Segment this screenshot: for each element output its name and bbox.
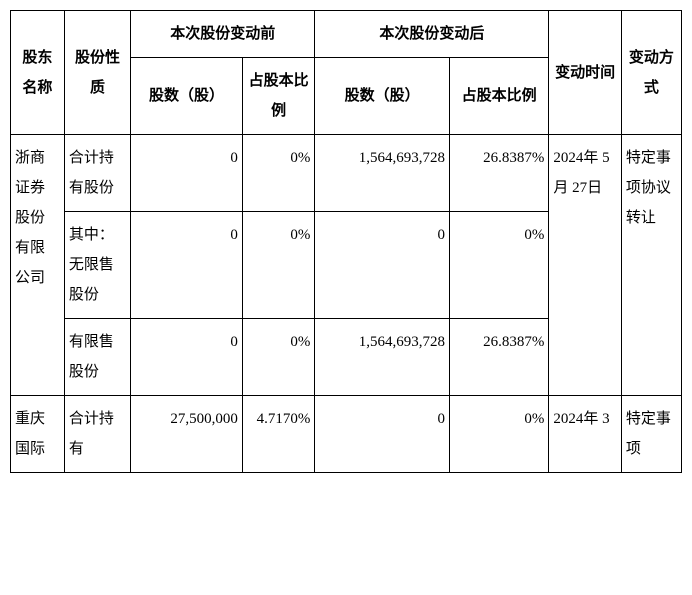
cell-change-time: 2024年 5月 27日: [549, 135, 621, 396]
cell-after-pct: 0%: [449, 212, 548, 319]
cell-before-pct: 0%: [242, 212, 314, 319]
header-time: 变动时间: [549, 11, 621, 135]
header-row-1: 股东名称 股份性质 本次股份变动前 本次股份变动后 变动时间 变动方式: [11, 11, 682, 58]
cell-before-pct: 0%: [242, 135, 314, 212]
cell-after-shares: 0: [315, 396, 450, 473]
header-after-group: 本次股份变动后: [315, 11, 549, 58]
cell-change-method: 特定事项: [621, 396, 681, 473]
header-method: 变动方式: [621, 11, 681, 135]
header-type: 股份性质: [64, 11, 130, 135]
cell-shareholder-name: 重庆国际: [11, 396, 65, 473]
header-name: 股东名称: [11, 11, 65, 135]
cell-change-method: 特定事项协议转让: [621, 135, 681, 396]
header-before-group: 本次股份变动前: [131, 11, 315, 58]
cell-share-type: 合计持有: [64, 396, 130, 473]
cell-before-shares: 0: [131, 319, 243, 396]
cell-after-shares: 0: [315, 212, 450, 319]
cell-after-shares: 1,564,693,728: [315, 135, 450, 212]
cell-after-pct: 0%: [449, 396, 548, 473]
cell-share-type: 其中：无限售股份: [64, 212, 130, 319]
header-after-pct: 占股本比例: [449, 58, 548, 135]
cell-before-shares: 27,500,000: [131, 396, 243, 473]
table-row: 重庆国际 合计持有 27,500,000 4.7170% 0 0% 2024年 …: [11, 396, 682, 473]
cell-after-shares: 1,564,693,728: [315, 319, 450, 396]
cell-share-type: 有限售股份: [64, 319, 130, 396]
cell-before-shares: 0: [131, 212, 243, 319]
cell-change-time: 2024年 3: [549, 396, 621, 473]
header-before-shares: 股数（股）: [131, 58, 243, 135]
cell-before-shares: 0: [131, 135, 243, 212]
cell-before-pct: 0%: [242, 319, 314, 396]
cell-shareholder-name: 浙商证券股份有限公司: [11, 135, 65, 396]
cell-after-pct: 26.8387%: [449, 319, 548, 396]
table-row: 浙商证券股份有限公司 合计持有股份 0 0% 1,564,693,728 26.…: [11, 135, 682, 212]
cell-after-pct: 26.8387%: [449, 135, 548, 212]
cell-share-type: 合计持有股份: [64, 135, 130, 212]
shareholding-change-table: 股东名称 股份性质 本次股份变动前 本次股份变动后 变动时间 变动方式 股数（股…: [10, 10, 682, 473]
cell-before-pct: 4.7170%: [242, 396, 314, 473]
header-before-pct: 占股本比例: [242, 58, 314, 135]
header-after-shares: 股数（股）: [315, 58, 450, 135]
